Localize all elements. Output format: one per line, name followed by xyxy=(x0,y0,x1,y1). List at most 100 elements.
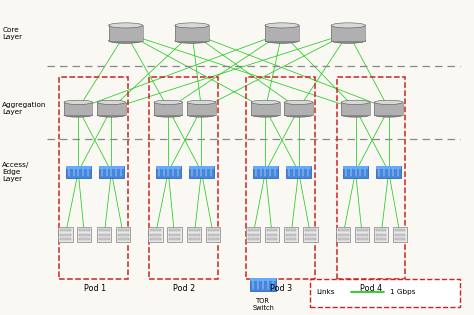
Bar xyxy=(286,166,311,169)
Bar xyxy=(66,166,91,169)
Bar xyxy=(246,227,260,242)
Ellipse shape xyxy=(154,113,182,117)
Bar xyxy=(64,102,92,115)
Bar xyxy=(338,238,348,240)
Ellipse shape xyxy=(265,38,299,43)
Text: 1 Gbps: 1 Gbps xyxy=(390,289,416,295)
Text: Access/
Edge
Layer: Access/ Edge Layer xyxy=(2,162,30,182)
Bar xyxy=(99,238,109,240)
Bar xyxy=(79,229,90,232)
Ellipse shape xyxy=(284,113,313,117)
Bar xyxy=(267,234,277,236)
Bar xyxy=(208,234,219,236)
Bar xyxy=(99,166,124,178)
Bar xyxy=(99,234,109,236)
Bar xyxy=(97,227,111,242)
Bar xyxy=(376,166,401,169)
Text: Pod 2: Pod 2 xyxy=(173,284,195,293)
Bar xyxy=(376,166,401,178)
Bar xyxy=(60,238,71,240)
Ellipse shape xyxy=(265,23,299,28)
Bar xyxy=(267,229,277,232)
Bar xyxy=(206,227,220,242)
Bar xyxy=(118,229,128,232)
Bar xyxy=(148,227,163,242)
Bar xyxy=(284,227,298,242)
Bar xyxy=(393,227,407,242)
Bar xyxy=(208,229,219,232)
Bar xyxy=(167,227,182,242)
Bar xyxy=(79,234,90,236)
Bar xyxy=(150,229,161,232)
Bar xyxy=(77,227,91,242)
Ellipse shape xyxy=(374,100,403,105)
Bar xyxy=(248,234,258,236)
Bar xyxy=(116,227,130,242)
Bar xyxy=(150,238,161,240)
Bar xyxy=(338,229,348,232)
Bar xyxy=(374,102,403,115)
Ellipse shape xyxy=(97,113,126,117)
Bar xyxy=(189,229,200,232)
Text: Links: Links xyxy=(316,289,335,295)
Bar xyxy=(169,234,180,236)
Bar xyxy=(97,102,126,115)
Ellipse shape xyxy=(341,100,370,105)
Bar xyxy=(60,234,71,236)
Bar xyxy=(58,227,73,242)
Bar xyxy=(187,227,201,242)
Ellipse shape xyxy=(109,38,143,43)
Bar xyxy=(357,229,367,232)
Bar xyxy=(305,238,316,240)
Ellipse shape xyxy=(187,100,216,105)
Bar xyxy=(357,234,367,236)
Ellipse shape xyxy=(64,113,92,117)
Bar xyxy=(376,234,386,236)
Bar xyxy=(150,234,161,236)
Bar xyxy=(395,229,405,232)
Text: Pod 3: Pod 3 xyxy=(270,284,292,293)
Bar xyxy=(248,229,258,232)
Ellipse shape xyxy=(251,113,280,117)
Bar xyxy=(118,234,128,236)
Bar xyxy=(305,234,316,236)
Bar xyxy=(376,229,386,232)
Bar xyxy=(395,238,405,240)
Bar xyxy=(336,227,350,242)
Bar xyxy=(343,166,368,169)
Ellipse shape xyxy=(175,38,209,43)
Ellipse shape xyxy=(64,100,92,105)
Ellipse shape xyxy=(154,100,182,105)
Bar xyxy=(253,166,278,169)
Bar xyxy=(175,26,209,41)
Bar xyxy=(169,229,180,232)
Bar xyxy=(66,166,91,178)
Bar xyxy=(99,166,124,169)
Bar xyxy=(343,166,368,178)
Bar xyxy=(253,166,278,178)
Ellipse shape xyxy=(251,100,280,105)
Ellipse shape xyxy=(284,100,313,105)
Bar xyxy=(250,278,276,281)
Text: Pod 1: Pod 1 xyxy=(84,284,106,293)
Text: TOR
Switch: TOR Switch xyxy=(252,298,274,311)
Bar xyxy=(118,238,128,240)
Bar xyxy=(189,238,200,240)
Bar xyxy=(303,227,318,242)
Ellipse shape xyxy=(109,23,143,28)
Bar xyxy=(250,278,276,291)
Bar xyxy=(248,238,258,240)
FancyBboxPatch shape xyxy=(310,279,460,307)
Bar xyxy=(357,238,367,240)
Bar xyxy=(395,234,405,236)
Bar xyxy=(189,166,214,178)
Bar xyxy=(286,234,296,236)
Ellipse shape xyxy=(97,100,126,105)
Bar xyxy=(338,234,348,236)
Bar xyxy=(99,229,109,232)
Bar xyxy=(341,102,370,115)
Text: Core
Layer: Core Layer xyxy=(2,26,22,40)
Ellipse shape xyxy=(175,23,209,28)
Bar xyxy=(189,166,214,169)
Bar xyxy=(286,229,296,232)
